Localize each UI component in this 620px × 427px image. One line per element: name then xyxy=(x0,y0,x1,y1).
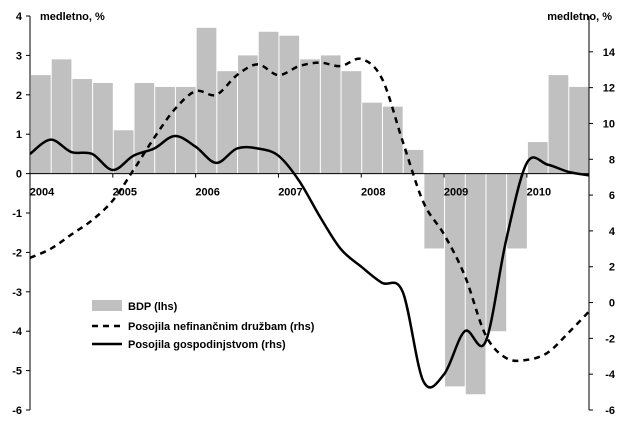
corporate-loans-line xyxy=(29,57,590,363)
x-tick-label: 2007 xyxy=(278,187,302,199)
x-tick-label: 2006 xyxy=(195,187,219,199)
x-tick-label: 2004 xyxy=(30,187,55,199)
left-tick-label: -2 xyxy=(12,247,22,259)
left-axis-unit-label: medletno, % xyxy=(40,11,105,23)
left-tick-label: -3 xyxy=(12,287,22,299)
right-tick-label: 8 xyxy=(609,154,615,166)
left-tick-label: -6 xyxy=(12,405,22,417)
gdp-bar xyxy=(134,82,155,174)
legend-swatch-gdp xyxy=(92,300,122,311)
x-tick-label: 2009 xyxy=(444,187,468,199)
legend: BDP (lhs) Posojila nefinančnim družbam (r… xyxy=(92,300,315,351)
x-tick-label: 2010 xyxy=(527,187,551,199)
gdp-bar xyxy=(507,173,527,249)
gdp-bar xyxy=(445,173,465,387)
gdp-bar xyxy=(486,173,507,332)
right-tick-label: -4 xyxy=(605,369,616,381)
gdp-bar xyxy=(300,59,320,174)
gdp-bar xyxy=(403,149,424,174)
gdp-bar xyxy=(175,86,196,174)
x-tick-label: 2005 xyxy=(113,187,137,199)
gdp-bar xyxy=(569,86,589,174)
gdp-bar xyxy=(258,31,279,174)
right-tick-label: 4 xyxy=(609,226,616,238)
right-tick-label: 6 xyxy=(609,190,615,202)
gdp-bar xyxy=(113,130,134,174)
gdp-bar xyxy=(155,86,175,174)
gdp-bar xyxy=(72,79,93,174)
x-tick-label: 2008 xyxy=(361,187,385,199)
left-tick-label: 4 xyxy=(16,11,23,23)
legend-label-gdp: BDP (lhs) xyxy=(128,301,178,313)
legend-label-household-loans: Posojila gospodinjstvom (rhs) xyxy=(128,339,286,351)
gdp-bar xyxy=(382,106,403,174)
left-tick-label: -4 xyxy=(12,326,23,338)
right-tick-label: 12 xyxy=(603,83,615,95)
right-tick-label: 10 xyxy=(603,118,615,130)
right-axis-unit-label: medletno, % xyxy=(547,11,612,23)
left-tick-label: 3 xyxy=(16,50,22,62)
right-tick-label: 14 xyxy=(603,47,616,59)
legend-label-corporate-loans: Posojila nefinančnim družbam (rhs) xyxy=(128,321,315,333)
left-tick-label: -1 xyxy=(12,208,22,220)
loan-lines xyxy=(29,57,590,389)
gdp-bar xyxy=(31,75,51,174)
gdp-bar xyxy=(548,75,569,174)
left-tick-label: 2 xyxy=(16,90,22,102)
right-tick-label: -6 xyxy=(605,405,615,417)
gdp-bar xyxy=(196,27,217,174)
left-tick-label: -5 xyxy=(12,366,22,378)
gdp-bar xyxy=(93,82,113,174)
gdp-bar xyxy=(320,55,341,174)
gdp-bar xyxy=(424,173,445,249)
left-tick-label: 0 xyxy=(16,169,22,181)
household-loans-line xyxy=(29,134,590,389)
gdp-bar xyxy=(341,71,362,174)
gdp-bars xyxy=(31,27,589,395)
right-tick-label: 0 xyxy=(609,298,615,310)
gdp-bar xyxy=(279,35,300,174)
gdp-bar xyxy=(362,102,382,174)
left-tick-label: 1 xyxy=(16,129,22,141)
gdp-bar xyxy=(465,173,486,395)
gdp-bar xyxy=(51,59,72,174)
gdp-bar xyxy=(217,71,238,174)
right-tick-label: -2 xyxy=(605,333,615,345)
right-tick-label: 2 xyxy=(609,262,615,274)
gdp-bar xyxy=(238,55,258,174)
